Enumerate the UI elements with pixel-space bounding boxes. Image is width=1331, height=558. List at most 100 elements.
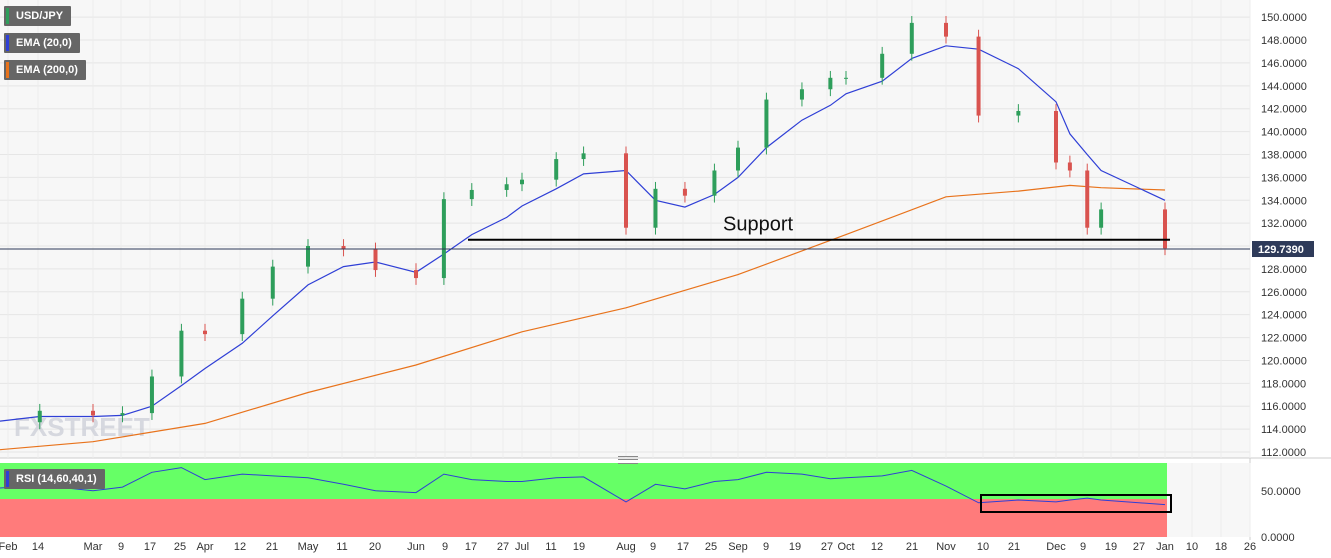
- y-tick-label: 134.0000: [1261, 195, 1307, 207]
- candle-body: [653, 188, 658, 228]
- candle-body: [1067, 162, 1072, 171]
- x-tick-label: 11: [545, 541, 556, 553]
- x-tick-label: 20: [369, 541, 381, 553]
- x-tick-label: 10: [977, 541, 989, 553]
- legend-swatch-usdjpy: [6, 8, 9, 24]
- legend-ema200[interactable]: EMA (200,0): [4, 60, 86, 80]
- legend-ema200-label: EMA (200,0): [16, 64, 78, 76]
- candle-body: [799, 89, 804, 100]
- y-tick-label: 118.0000: [1261, 378, 1306, 390]
- ema200-line: [0, 184, 1166, 451]
- x-tick-label: Oct: [837, 541, 854, 553]
- legend-swatch-ema20: [6, 35, 9, 51]
- candle-body: [306, 246, 310, 267]
- candle-body: [414, 270, 418, 279]
- y-tick-label: 144.0000: [1261, 81, 1307, 93]
- x-tick-label: May: [298, 541, 319, 553]
- rsi-line: [0, 467, 1166, 506]
- x-tick-label: 12: [234, 541, 246, 553]
- x-tick-label: 25: [705, 541, 717, 553]
- candle-body: [1016, 110, 1021, 116]
- candle-body: [240, 298, 245, 335]
- y-tick-label: 142.0000: [1261, 104, 1307, 116]
- rsi-y-tick-label: 50.0000: [1261, 486, 1301, 498]
- candle-body: [736, 147, 740, 171]
- y-tick-label: 138.0000: [1261, 149, 1307, 161]
- candle-body: [149, 376, 154, 414]
- candle-body: [828, 77, 833, 90]
- pane-resize-handle[interactable]: [618, 456, 638, 464]
- current-price-label: 129.7390: [1258, 244, 1304, 256]
- x-tick-label: 19: [1105, 541, 1117, 553]
- y-tick-label: 150.0000: [1261, 12, 1307, 24]
- x-tick-label: Feb: [0, 541, 17, 553]
- candle-body: [909, 22, 914, 54]
- legend-rsi[interactable]: RSI (14,60,40,1): [4, 469, 105, 489]
- candle-body: [441, 199, 446, 279]
- x-tick-label: 27: [821, 541, 833, 553]
- x-tick-label: 26: [1244, 541, 1256, 553]
- candle-body: [504, 184, 509, 190]
- x-tick-label: Jan: [1156, 541, 1174, 553]
- candle-body: [554, 159, 559, 180]
- candle-body: [844, 77, 848, 79]
- candle-body: [624, 153, 628, 228]
- x-tick-label: 11: [336, 541, 347, 553]
- x-tick-label: 12: [871, 541, 883, 553]
- candle-body: [1099, 209, 1104, 228]
- candle-body: [682, 188, 687, 196]
- rsi-y-tick-label: 0.0000: [1261, 532, 1295, 544]
- y-tick-label: 112.0000: [1261, 447, 1306, 459]
- legend-ema20-label: EMA (20,0): [16, 37, 72, 49]
- candle-body: [1054, 110, 1058, 163]
- support-label: Support: [723, 214, 793, 236]
- legend-swatch-rsi: [6, 471, 9, 487]
- candle-body: [1085, 170, 1090, 228]
- rsi-oversold-zone: [0, 499, 1167, 537]
- ema20-line: [0, 45, 1166, 422]
- candle-body: [1163, 209, 1167, 249]
- candle-body: [270, 266, 275, 299]
- x-tick-label: 21: [906, 541, 918, 553]
- candle-body: [179, 330, 184, 377]
- legend-rsi-label: RSI (14,60,40,1): [16, 473, 97, 485]
- y-tick-label: 122.0000: [1261, 333, 1307, 345]
- x-tick-label: 19: [789, 541, 801, 553]
- x-tick-label: 17: [677, 541, 689, 553]
- x-tick-label: 18: [1215, 541, 1227, 553]
- legend-ema20[interactable]: EMA (20,0): [4, 33, 80, 53]
- y-tick-label: 116.0000: [1261, 401, 1306, 413]
- candle-body: [203, 330, 207, 335]
- x-tick-label: 9: [442, 541, 448, 553]
- current-price-tag: [1252, 241, 1314, 258]
- y-tick-label: 148.0000: [1261, 35, 1307, 47]
- y-tick-label: 140.0000: [1261, 127, 1307, 139]
- y-tick-label: 136.0000: [1261, 172, 1307, 184]
- candle-body: [469, 189, 474, 200]
- x-tick-label: 9: [118, 541, 124, 553]
- x-tick-label: 17: [144, 541, 156, 553]
- x-tick-label: 19: [573, 541, 585, 553]
- x-tick-label: Nov: [936, 541, 956, 553]
- y-tick-label: 128.0000: [1261, 264, 1307, 276]
- x-tick-label: 9: [763, 541, 769, 553]
- x-tick-label: 27: [1133, 541, 1145, 553]
- x-tick-label: 17: [465, 541, 477, 553]
- price-pane: [0, 0, 1250, 458]
- candle-body: [581, 153, 586, 160]
- y-tick-label: 126.0000: [1261, 287, 1307, 299]
- x-tick-label: 27: [497, 541, 509, 553]
- x-tick-label: 10: [1186, 541, 1198, 553]
- x-tick-label: 25: [174, 541, 186, 553]
- candle-body: [880, 53, 885, 78]
- x-tick-label: Aug: [616, 541, 636, 553]
- y-tick-label: 124.0000: [1261, 310, 1307, 322]
- candle-body: [520, 179, 524, 185]
- candle-body: [976, 36, 981, 116]
- legend-usdjpy[interactable]: USD/JPY: [4, 6, 72, 26]
- candle-body: [944, 22, 948, 37]
- y-tick-label: 146.0000: [1261, 58, 1307, 70]
- x-tick-label: 21: [1008, 541, 1020, 553]
- y-tick-label: 132.0000: [1261, 218, 1307, 230]
- candle-body: [712, 170, 717, 196]
